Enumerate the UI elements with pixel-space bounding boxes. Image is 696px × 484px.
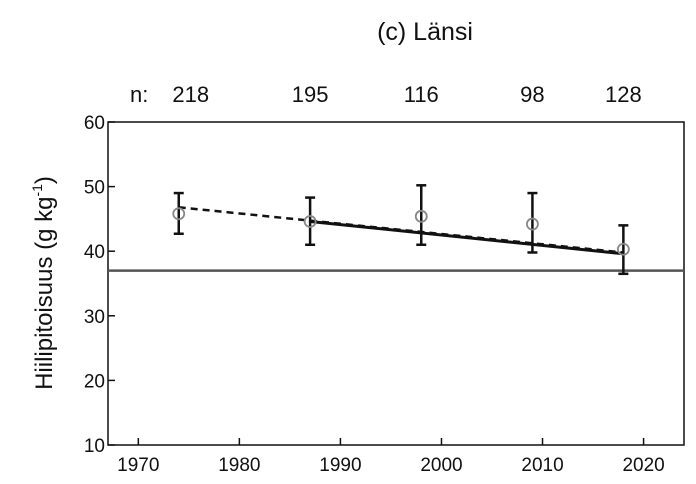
sample-size-label: 98	[520, 82, 544, 107]
trend-line-solid	[309, 219, 624, 256]
x-tick-label: 2020	[622, 455, 664, 476]
x-tick-label: 2000	[420, 455, 462, 476]
sample-size-label: 218	[172, 82, 209, 107]
sample-size-label: 128	[605, 82, 642, 107]
sample-size-label: 195	[292, 82, 329, 107]
y-axis-label-close: )	[31, 176, 58, 184]
data-point	[172, 207, 186, 221]
n-prefix: n:	[130, 82, 148, 107]
sample-size-labels: 218 195 116 98 128	[172, 82, 641, 107]
y-axis-label-main: Hiilipitoisuus (g kg	[31, 197, 58, 390]
y-tick-label: 40	[84, 242, 105, 263]
data-point	[616, 242, 630, 256]
y-tick-label: 50	[84, 178, 105, 199]
plot-frame	[107, 121, 685, 446]
x-tick-label: 1970	[117, 455, 159, 476]
y-tick-label: 20	[84, 371, 105, 392]
y-tick-label: 30	[84, 307, 105, 328]
data-point	[526, 217, 539, 231]
plot-area: 10 20 30 40 50 60 1970 1980 1990 2000 2010 2020	[84, 113, 685, 476]
sample-size-label: 116	[404, 82, 439, 107]
y-tick-label: 60	[84, 113, 105, 134]
y-tick-label: 10	[84, 436, 105, 457]
chart-title: (c) Länsi	[377, 18, 473, 46]
y-axis-label: Hiilipitoisuus (g kg-1)	[29, 176, 58, 390]
x-tick-label: 2010	[521, 455, 563, 476]
y-axis-label-sup: -1	[29, 184, 45, 197]
x-tick-label: 1990	[319, 455, 361, 476]
x-tick-label: 1980	[218, 455, 260, 476]
data-point	[414, 209, 428, 223]
data-point	[303, 215, 317, 228]
